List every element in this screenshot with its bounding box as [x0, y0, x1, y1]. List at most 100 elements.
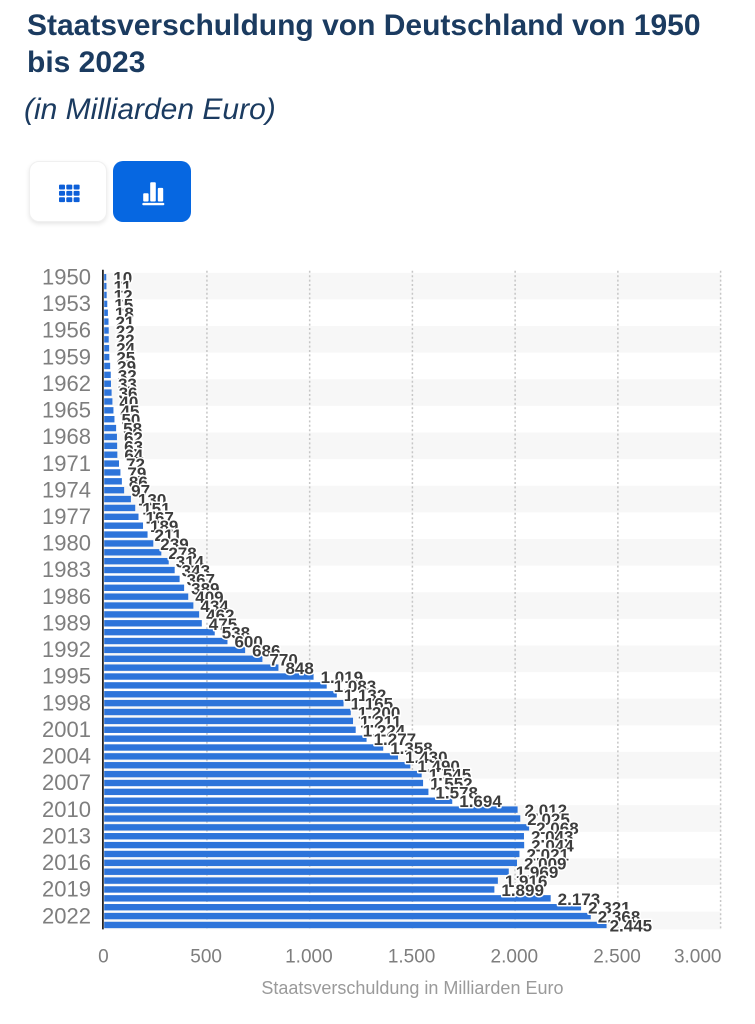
svg-text:1.132: 1.132 [344, 686, 387, 705]
svg-text:211: 211 [155, 526, 182, 545]
svg-text:1.211: 1.211 [360, 712, 402, 731]
svg-text:1989: 1989 [42, 610, 91, 635]
svg-text:1.277: 1.277 [374, 730, 417, 749]
svg-text:0: 0 [98, 947, 109, 968]
svg-text:1968: 1968 [42, 424, 91, 449]
svg-text:343: 343 [182, 562, 210, 581]
svg-text:2.000: 2.000 [491, 947, 539, 968]
svg-text:1998: 1998 [42, 690, 91, 715]
svg-text:15: 15 [114, 295, 133, 314]
svg-text:25: 25 [116, 349, 135, 368]
svg-text:2016: 2016 [42, 850, 91, 875]
svg-text:22: 22 [116, 322, 135, 341]
svg-text:2.012: 2.012 [525, 801, 568, 820]
svg-text:11: 11 [113, 278, 131, 297]
svg-text:2013: 2013 [42, 823, 91, 848]
svg-text:1.224: 1.224 [363, 721, 406, 740]
svg-text:64: 64 [124, 446, 143, 465]
svg-text:1986: 1986 [42, 584, 91, 609]
svg-text:475: 475 [209, 615, 237, 634]
svg-text:167: 167 [146, 508, 174, 527]
svg-text:45: 45 [120, 402, 139, 421]
svg-text:1956: 1956 [42, 318, 91, 343]
svg-text:2004: 2004 [42, 744, 91, 769]
svg-text:1971: 1971 [42, 451, 91, 476]
svg-text:2010: 2010 [42, 797, 91, 822]
svg-text:1.083: 1.083 [334, 677, 377, 696]
svg-text:500: 500 [190, 947, 222, 968]
svg-text:1959: 1959 [42, 344, 91, 369]
svg-text:2007: 2007 [42, 770, 91, 795]
svg-text:2.025: 2.025 [527, 810, 570, 829]
svg-text:1.552: 1.552 [430, 775, 473, 794]
svg-text:770: 770 [269, 650, 297, 669]
svg-text:1.899: 1.899 [501, 881, 544, 900]
svg-text:409: 409 [195, 588, 223, 607]
svg-text:239: 239 [160, 535, 188, 554]
svg-text:97: 97 [131, 482, 150, 501]
svg-text:848: 848 [285, 659, 313, 678]
svg-text:2.009: 2.009 [524, 854, 567, 873]
svg-text:1953: 1953 [42, 291, 91, 316]
svg-text:2.321: 2.321 [588, 899, 631, 918]
svg-text:1.969: 1.969 [516, 863, 559, 882]
svg-text:1983: 1983 [42, 557, 91, 582]
svg-text:3.000: 3.000 [674, 947, 722, 968]
svg-text:1.490: 1.490 [417, 757, 460, 776]
svg-text:36: 36 [119, 384, 138, 403]
svg-text:538: 538 [222, 624, 250, 643]
svg-text:367: 367 [187, 570, 215, 589]
svg-text:2.500: 2.500 [593, 947, 641, 968]
svg-text:1.000: 1.000 [285, 947, 333, 968]
svg-text:79: 79 [127, 464, 146, 483]
svg-text:2.043: 2.043 [531, 828, 574, 847]
svg-text:389: 389 [191, 579, 219, 598]
svg-text:1.578: 1.578 [435, 783, 478, 802]
svg-text:2.044: 2.044 [531, 837, 574, 856]
svg-text:1.165: 1.165 [351, 695, 394, 714]
svg-text:50: 50 [121, 411, 140, 430]
svg-text:1962: 1962 [42, 371, 91, 396]
svg-text:40: 40 [119, 393, 138, 412]
svg-text:1995: 1995 [42, 664, 91, 689]
svg-text:32: 32 [118, 366, 137, 385]
svg-text:2022: 2022 [42, 903, 91, 928]
svg-text:1.019: 1.019 [321, 668, 364, 687]
svg-text:434: 434 [200, 597, 229, 616]
svg-text:21: 21 [116, 313, 135, 332]
svg-text:29: 29 [117, 357, 136, 376]
svg-text:62: 62 [124, 428, 143, 447]
svg-text:462: 462 [206, 606, 234, 625]
svg-text:1980: 1980 [42, 531, 91, 556]
svg-text:278: 278 [168, 544, 196, 563]
svg-text:1.545: 1.545 [429, 766, 472, 785]
svg-text:151: 151 [142, 499, 170, 518]
svg-text:2019: 2019 [42, 877, 91, 902]
svg-text:686: 686 [252, 641, 280, 660]
svg-text:1.694: 1.694 [459, 792, 502, 811]
svg-text:Staatsverschuldung in Milliard: Staatsverschuldung in Milliarden Euro [261, 978, 563, 998]
svg-text:1950: 1950 [42, 264, 91, 289]
svg-text:2.068: 2.068 [536, 819, 579, 838]
svg-text:22: 22 [116, 331, 135, 350]
svg-text:2001: 2001 [42, 717, 91, 742]
svg-text:1977: 1977 [42, 504, 91, 529]
svg-text:1.500: 1.500 [388, 947, 436, 968]
svg-text:18: 18 [115, 304, 134, 323]
svg-text:2.445: 2.445 [610, 916, 653, 935]
svg-text:314: 314 [176, 553, 205, 572]
svg-text:33: 33 [118, 375, 137, 394]
svg-text:2.368: 2.368 [598, 908, 641, 927]
svg-text:1992: 1992 [42, 637, 91, 662]
svg-text:189: 189 [150, 517, 178, 536]
svg-text:2.021: 2.021 [526, 845, 569, 864]
svg-text:86: 86 [129, 473, 148, 492]
svg-text:72: 72 [126, 455, 145, 474]
svg-text:130: 130 [138, 491, 166, 510]
svg-text:1.200: 1.200 [358, 704, 401, 723]
svg-text:1.358: 1.358 [390, 739, 433, 758]
svg-text:63: 63 [124, 437, 143, 456]
svg-text:24: 24 [116, 340, 135, 359]
svg-text:1974: 1974 [42, 477, 91, 502]
svg-text:1965: 1965 [42, 398, 91, 423]
